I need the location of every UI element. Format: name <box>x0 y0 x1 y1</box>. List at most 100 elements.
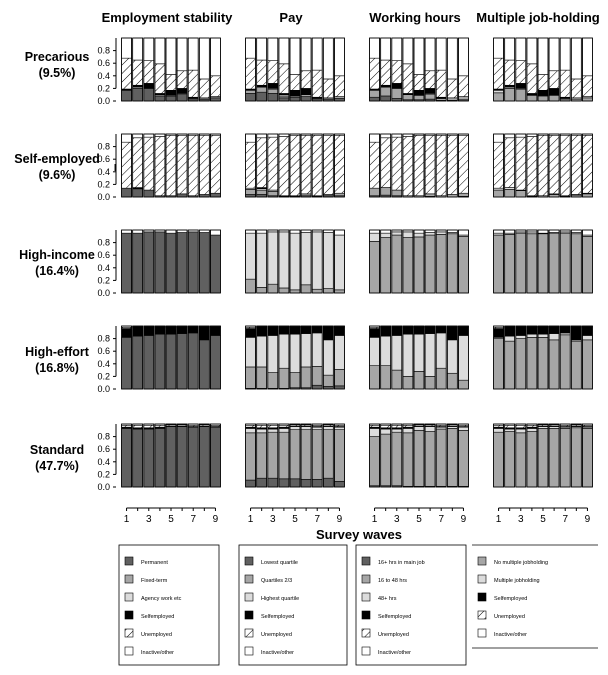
bar-wave-8 <box>446 229 458 294</box>
bar-segment-self <box>176 326 188 334</box>
bar-segment-dark <box>165 232 177 294</box>
bar-segment-inactive <box>582 229 593 236</box>
bar-segment-unemp <box>278 136 290 197</box>
legend-swatch <box>124 628 134 638</box>
x-tick-label: 3 <box>518 514 524 525</box>
bar-segment-light <box>311 426 323 430</box>
panel-c1-r2 <box>245 229 345 294</box>
bar-segment-unemp <box>132 59 143 86</box>
bar-segment-light <box>267 335 279 373</box>
bar-segment-light <box>548 333 560 341</box>
bar-segment-mid <box>424 431 436 487</box>
bar-segment-unemp <box>267 424 279 429</box>
bar-segment-mid <box>278 367 290 389</box>
bar-segment-self <box>435 326 447 334</box>
bar-segment-inactive <box>369 37 380 59</box>
bar-wave-6 <box>176 133 188 198</box>
panel-c1-r0 <box>245 37 345 102</box>
row-share-self-employed: (9.6%) <box>39 168 76 182</box>
bar-segment-dark <box>143 428 155 488</box>
bar-segment-inactive <box>571 37 582 80</box>
bar-segment-inactive <box>311 37 323 71</box>
bar-segment-dark <box>323 477 334 488</box>
legend-box <box>238 544 348 666</box>
bar-wave-7 <box>559 229 571 294</box>
bar-segment-dark <box>143 88 155 102</box>
bar-segment-mid <box>267 191 279 197</box>
bar-wave-5 <box>413 423 425 488</box>
bar-segment-unemp <box>402 63 414 94</box>
bar-wave-3 <box>143 423 155 488</box>
bar-segment-self <box>458 326 469 336</box>
legend-swatch <box>124 556 134 566</box>
bar-segment-light <box>289 333 301 373</box>
bar-segment-self <box>143 326 155 336</box>
bar-wave-3 <box>267 133 279 198</box>
bar-segment-self <box>143 83 155 89</box>
y-tick-label: 0.6 <box>97 58 110 68</box>
bar-wave-1 <box>245 325 256 390</box>
bar-segment-self <box>559 326 571 334</box>
bar-segment-mid <box>267 431 279 479</box>
bar-segment-inactive <box>289 37 301 75</box>
bar-segment-dark <box>121 428 132 488</box>
bar-segment-mid <box>289 289 301 294</box>
bar-segment-self <box>165 326 177 335</box>
bar-segment-light <box>256 232 267 288</box>
bar-segment-unemp <box>289 134 301 197</box>
legend-swatch <box>361 574 371 584</box>
bar-segment-self <box>537 326 549 335</box>
bar-wave-9 <box>582 37 593 102</box>
bar-segment-mid <box>548 428 560 488</box>
bar-segment-light <box>311 231 323 290</box>
bar-segment-dark <box>369 96 380 102</box>
bar-wave-7 <box>187 229 199 294</box>
bar-wave-1 <box>121 423 132 488</box>
row-share-standard: (47.7%) <box>35 459 79 473</box>
bar-segment-light <box>334 335 345 370</box>
bar-segment-unemp <box>143 424 155 429</box>
bar-wave-2 <box>504 133 516 198</box>
legend-swatch <box>361 628 371 638</box>
bar-wave-2 <box>256 37 268 102</box>
bar-wave-3 <box>391 37 403 102</box>
bar-segment-mid <box>458 96 469 101</box>
x-tick-label: 1 <box>496 514 502 525</box>
bar-segment-light <box>424 232 436 236</box>
bar-segment-inactive <box>176 37 188 72</box>
bar-segment-mid <box>458 236 469 294</box>
bar-segment-light <box>300 333 312 368</box>
bar-segment-inactive <box>380 37 391 61</box>
bar-segment-light <box>289 426 301 430</box>
bar-segment-dark <box>256 91 267 102</box>
legend-swatch <box>124 592 134 602</box>
bar-wave-4 <box>278 37 290 102</box>
bar-segment-light <box>447 339 458 374</box>
y-tick-label: 0.2 <box>97 469 110 479</box>
row-share-high-income: (16.4%) <box>35 264 79 278</box>
legend-swatch <box>361 610 371 620</box>
bar-segment-self <box>121 328 132 338</box>
bar-segment-mid <box>571 427 582 488</box>
bar-segment-mid <box>458 429 469 487</box>
bar-wave-8 <box>322 229 334 294</box>
bar-segment-self <box>267 326 279 336</box>
bar-segment-light <box>493 428 504 433</box>
y-tick-label: 0.4 <box>97 263 110 273</box>
x-tick-label: 5 <box>540 514 546 525</box>
bar-segment-mid <box>391 189 403 197</box>
bar-segment-dark <box>245 93 256 102</box>
bar-wave-8 <box>322 133 334 198</box>
bar-segment-light <box>413 426 425 431</box>
bar-wave-2 <box>132 423 144 488</box>
bar-wave-6 <box>424 325 436 390</box>
bar-wave-5 <box>289 37 301 102</box>
x-tick-label: 9 <box>585 514 591 525</box>
bar-segment-dark <box>210 426 221 488</box>
bar-segment-self <box>391 326 403 336</box>
bar-wave-1 <box>493 229 504 294</box>
bar-segment-mid <box>311 366 323 386</box>
bar-segment-inactive <box>424 37 436 72</box>
bar-segment-mid <box>369 89 380 98</box>
bar-segment-inactive <box>537 37 549 75</box>
